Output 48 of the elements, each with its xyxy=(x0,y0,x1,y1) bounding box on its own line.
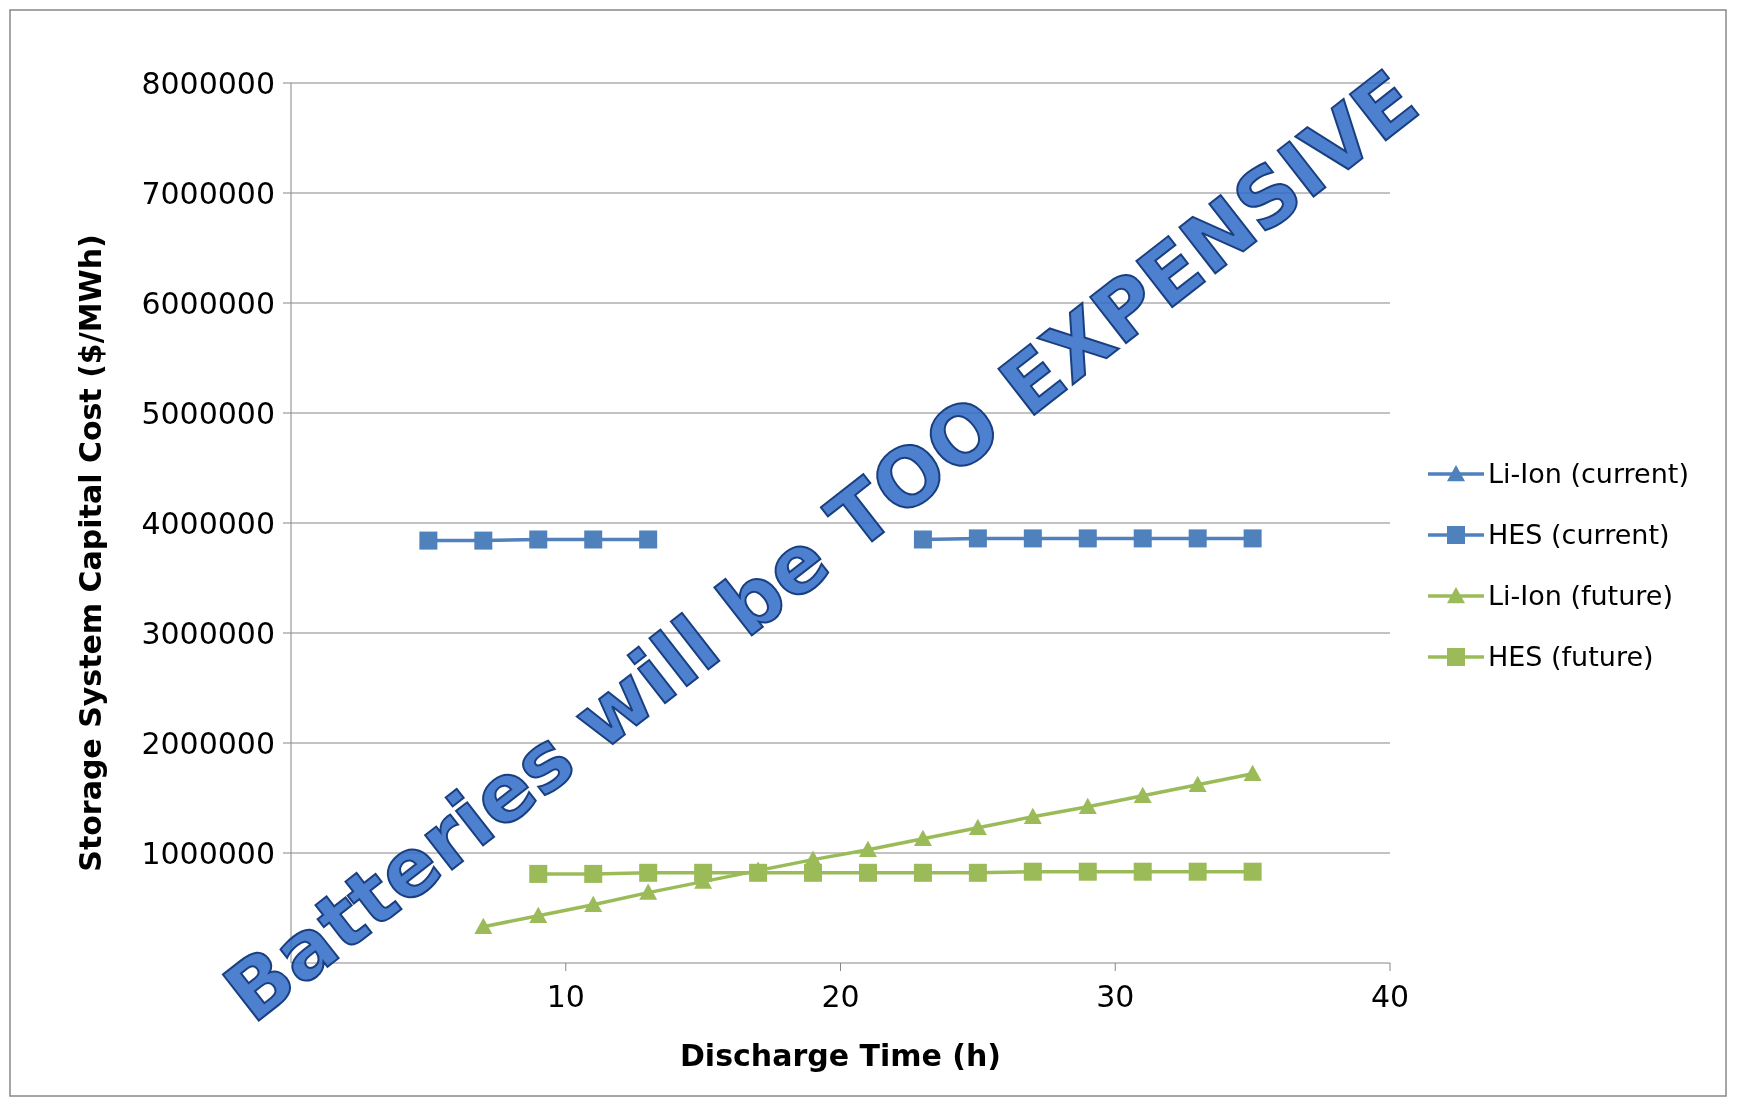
x-tick-label: 20 xyxy=(821,979,860,1014)
point xyxy=(1243,529,1262,548)
legend-label: Li-Ion (current) xyxy=(1488,458,1689,490)
point xyxy=(1078,797,1097,814)
point xyxy=(749,863,768,882)
point xyxy=(529,530,548,549)
point xyxy=(639,883,658,900)
point xyxy=(1188,775,1207,792)
legend-label: HES (future) xyxy=(1488,641,1654,673)
point xyxy=(1133,529,1152,548)
point xyxy=(858,840,877,857)
y-tick-label: 7000000 xyxy=(141,175,275,211)
point xyxy=(913,829,932,846)
point xyxy=(584,895,603,912)
point xyxy=(1023,529,1042,548)
y-tick-label: 8000000 xyxy=(141,65,275,101)
point xyxy=(584,530,603,549)
legend-label: HES (current) xyxy=(1488,519,1670,551)
point xyxy=(584,864,603,883)
point xyxy=(1243,764,1262,781)
point xyxy=(694,863,713,882)
point xyxy=(913,863,932,882)
point xyxy=(639,863,658,882)
y-tick-label: 6000000 xyxy=(141,285,275,321)
point xyxy=(1023,862,1042,881)
point xyxy=(1078,862,1097,881)
y-axis-title: Storage System Capital Cost ($/MWh) xyxy=(73,234,108,872)
x-axis-title: Discharge Time (h) xyxy=(679,1038,1002,1073)
legend-label: Li-Ion (future) xyxy=(1488,580,1673,612)
point xyxy=(1243,862,1262,881)
point xyxy=(474,531,493,550)
point xyxy=(639,530,658,549)
y-tick-label: 5000000 xyxy=(141,395,275,431)
point xyxy=(1188,529,1207,548)
x-tick-label: 30 xyxy=(1096,979,1135,1014)
point xyxy=(1133,786,1152,803)
y-tick-label: 3000000 xyxy=(141,615,275,651)
point xyxy=(419,531,438,550)
point xyxy=(1023,807,1042,824)
point xyxy=(858,863,877,882)
point xyxy=(1188,862,1207,881)
point xyxy=(968,818,987,835)
x-tick-label: 40 xyxy=(1370,979,1410,1014)
point xyxy=(1078,529,1097,548)
y-tick-label: 4000000 xyxy=(141,505,275,541)
point xyxy=(968,863,987,882)
point xyxy=(804,863,823,882)
point xyxy=(1133,862,1152,881)
